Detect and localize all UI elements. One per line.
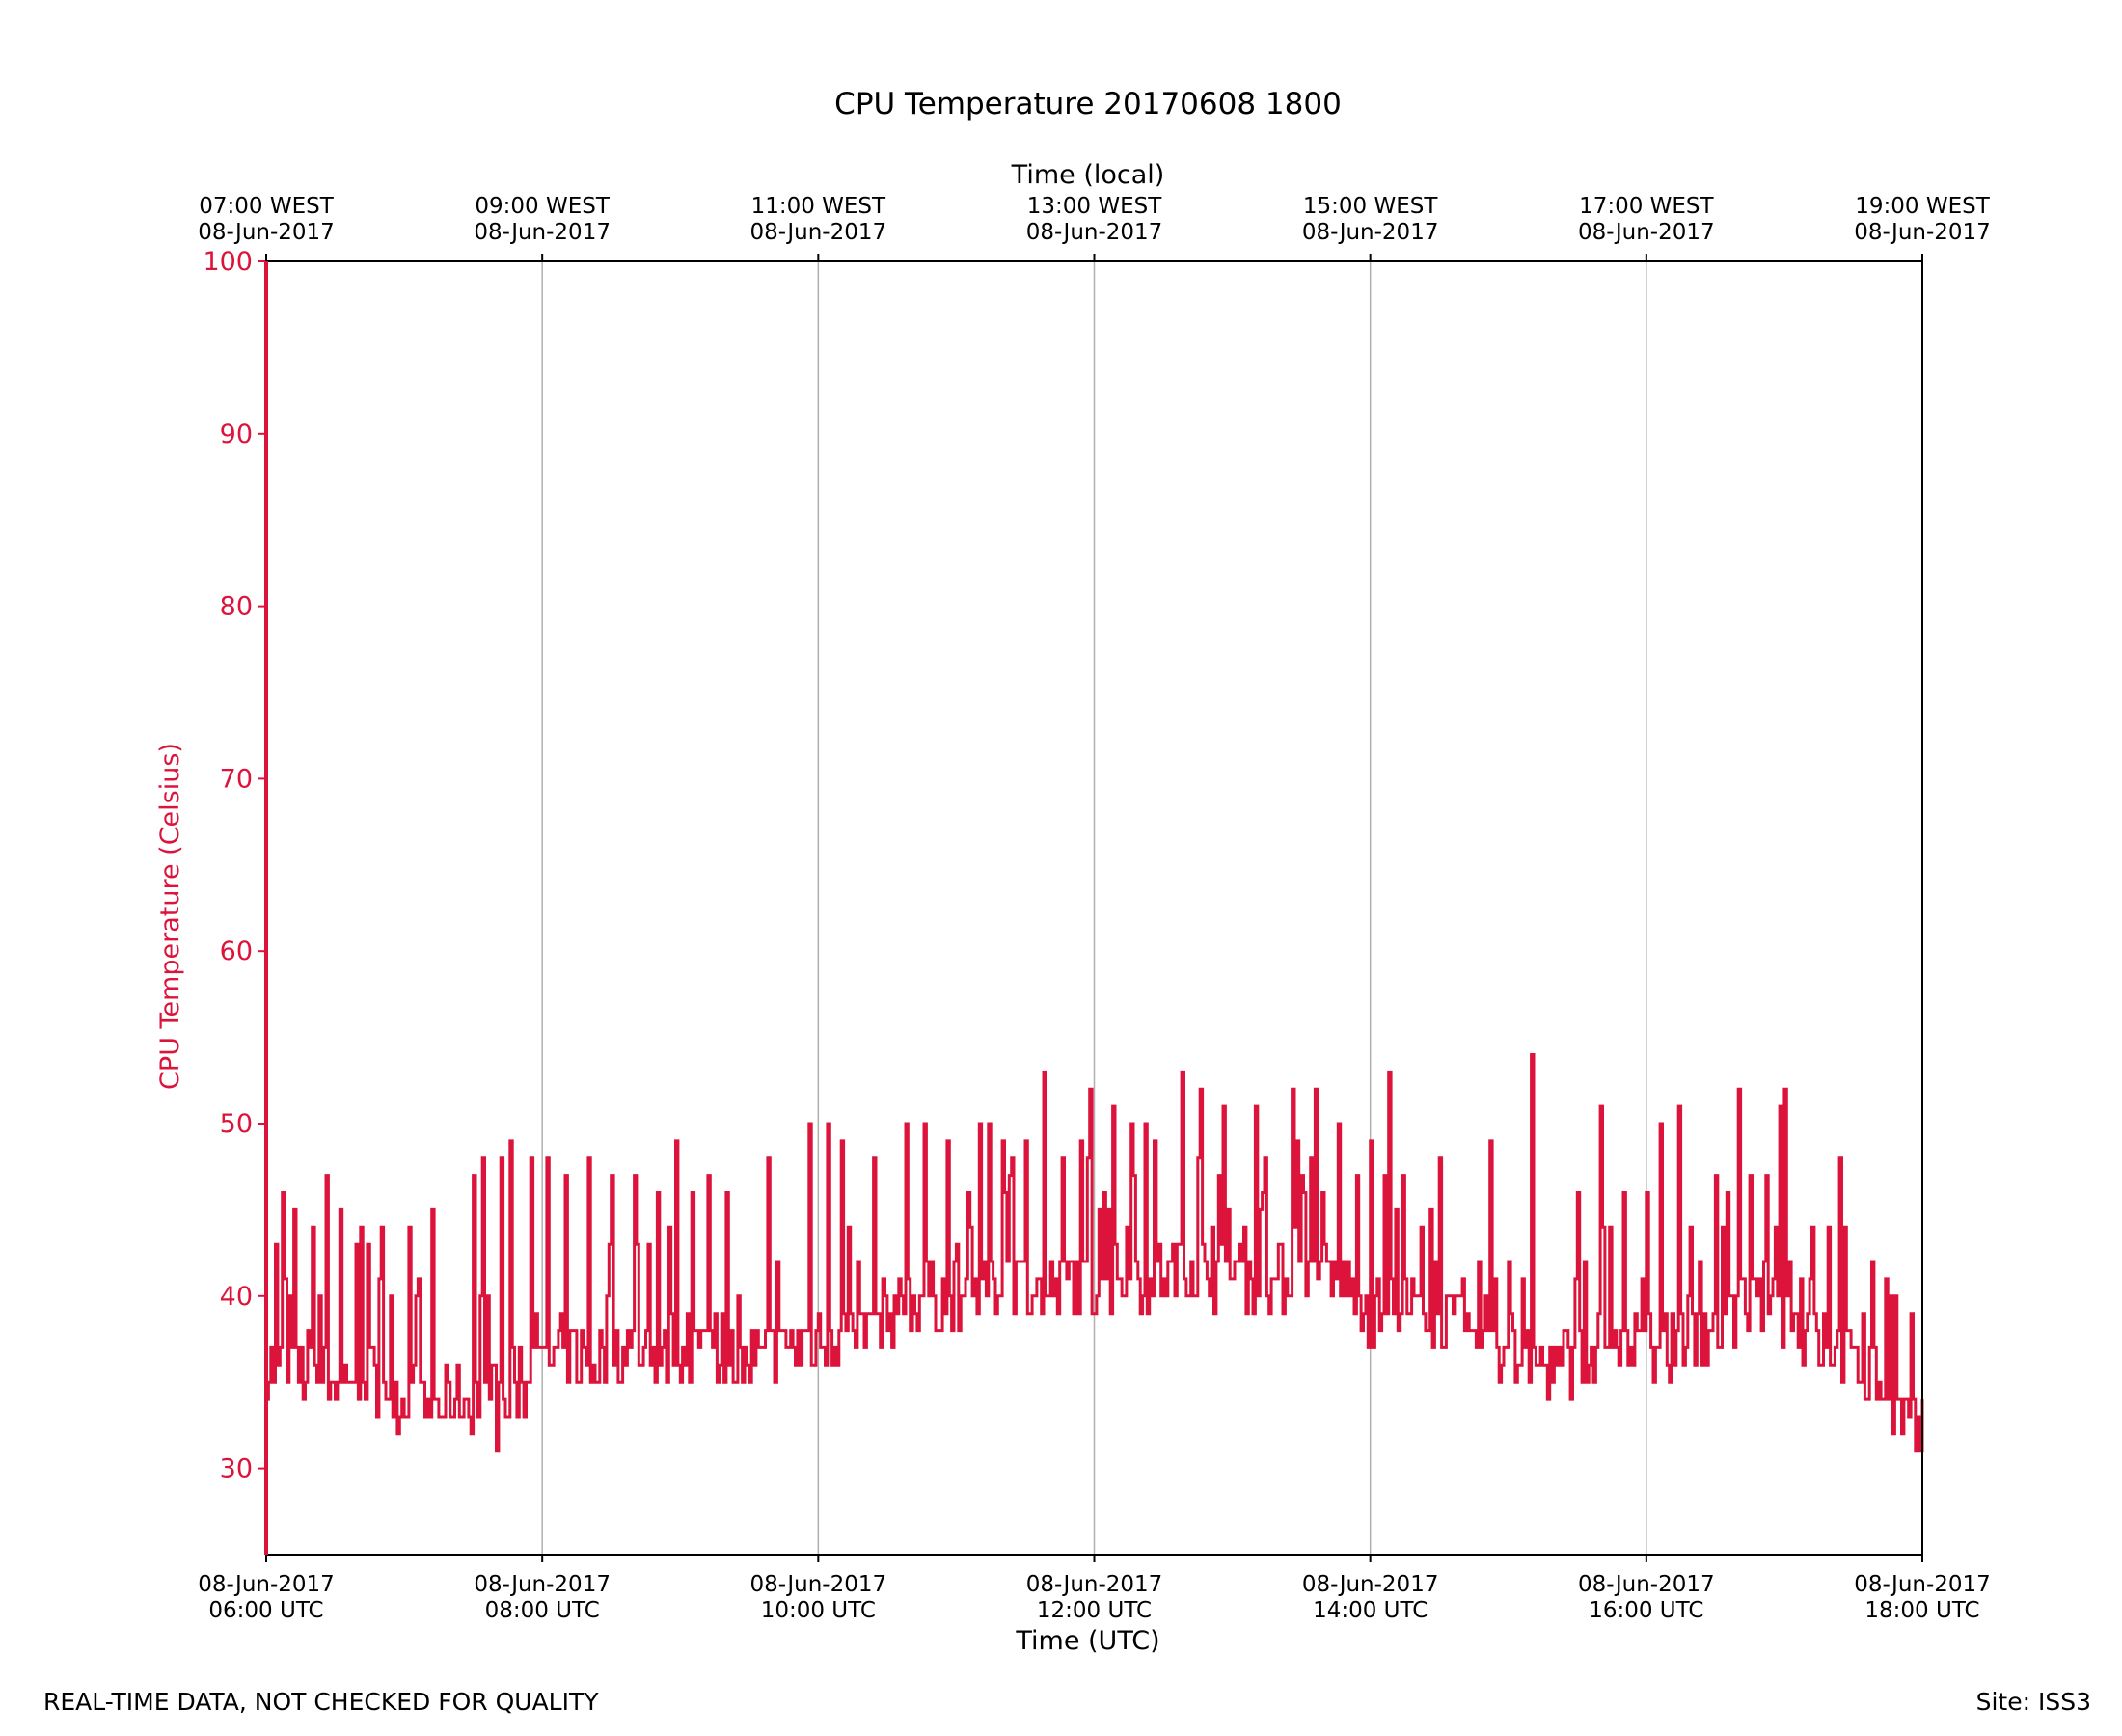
y-tick-label: 30 — [220, 1454, 253, 1484]
x-top-tick-date: 08-Jun-2017 — [1302, 220, 1439, 245]
temperature-line — [266, 1053, 1924, 1453]
y-tick-label: 80 — [220, 592, 253, 622]
x-top-tick-date: 08-Jun-2017 — [198, 220, 335, 245]
y-tick-label: 100 — [203, 247, 253, 277]
x-tick-time: 12:00 UTC — [1037, 1598, 1152, 1623]
y-tick-label: 50 — [220, 1109, 253, 1139]
site-label: Site: ISS3 — [1975, 1688, 2091, 1716]
x-tick-date: 08-Jun-2017 — [198, 1572, 335, 1597]
temperature-series — [266, 1053, 1924, 1453]
x-tick-date: 08-Jun-2017 — [1854, 1572, 1991, 1597]
y-tick-label: 70 — [220, 764, 253, 794]
x-axis-top-label: Time (local) — [1011, 160, 1165, 190]
y-tick-label: 40 — [220, 1282, 253, 1312]
x-top-tick-time: 09:00 WEST — [475, 194, 610, 219]
x-top-tick-date: 08-Jun-2017 — [1578, 220, 1715, 245]
x-tick-date: 08-Jun-2017 — [1026, 1572, 1163, 1597]
x-top-tick-date: 08-Jun-2017 — [1854, 220, 1991, 245]
x-tick-time: 14:00 UTC — [1313, 1598, 1428, 1623]
x-top-tick-time: 15:00 WEST — [1303, 194, 1438, 219]
x-tick-time: 18:00 UTC — [1864, 1598, 1979, 1623]
x-top-tick-date: 08-Jun-2017 — [750, 220, 887, 245]
x-top-tick-time: 19:00 WEST — [1855, 194, 1990, 219]
x-top-tick-time: 07:00 WEST — [199, 194, 334, 219]
x-tick-time: 10:00 UTC — [761, 1598, 876, 1623]
x-tick-time: 16:00 UTC — [1589, 1598, 1703, 1623]
x-top-tick-time: 17:00 WEST — [1579, 194, 1714, 219]
x-top-tick-date: 08-Jun-2017 — [474, 220, 611, 245]
x-tick-date: 08-Jun-2017 — [750, 1572, 887, 1597]
y-tick-label: 90 — [220, 420, 253, 449]
x-top-tick-date: 08-Jun-2017 — [1026, 220, 1163, 245]
quality-disclaimer: REAL-TIME DATA, NOT CHECKED FOR QUALITY — [43, 1688, 599, 1716]
y-axis-ticks: 30 40 50 60 70 80 90 100 — [203, 247, 266, 1484]
x-tick-date: 08-Jun-2017 — [1578, 1572, 1715, 1597]
chart-title: CPU Temperature 20170608 1800 — [834, 87, 1342, 122]
x-tick-date: 08-Jun-2017 — [1302, 1572, 1439, 1597]
y-tick-label: 60 — [220, 936, 253, 966]
x-tick-time: 06:00 UTC — [208, 1598, 323, 1623]
vertical-gridlines — [541, 261, 1647, 1555]
x-axis-bottom-label: Time (UTC) — [1015, 1626, 1159, 1656]
x-tick-date: 08-Jun-2017 — [474, 1572, 611, 1597]
x-top-tick-time: 11:00 WEST — [751, 194, 886, 219]
x-tick-time: 08:00 UTC — [485, 1598, 600, 1623]
x-top-tick-time: 13:00 WEST — [1027, 194, 1162, 219]
y-axis-label: CPU Temperature (Celsius) — [155, 743, 185, 1090]
